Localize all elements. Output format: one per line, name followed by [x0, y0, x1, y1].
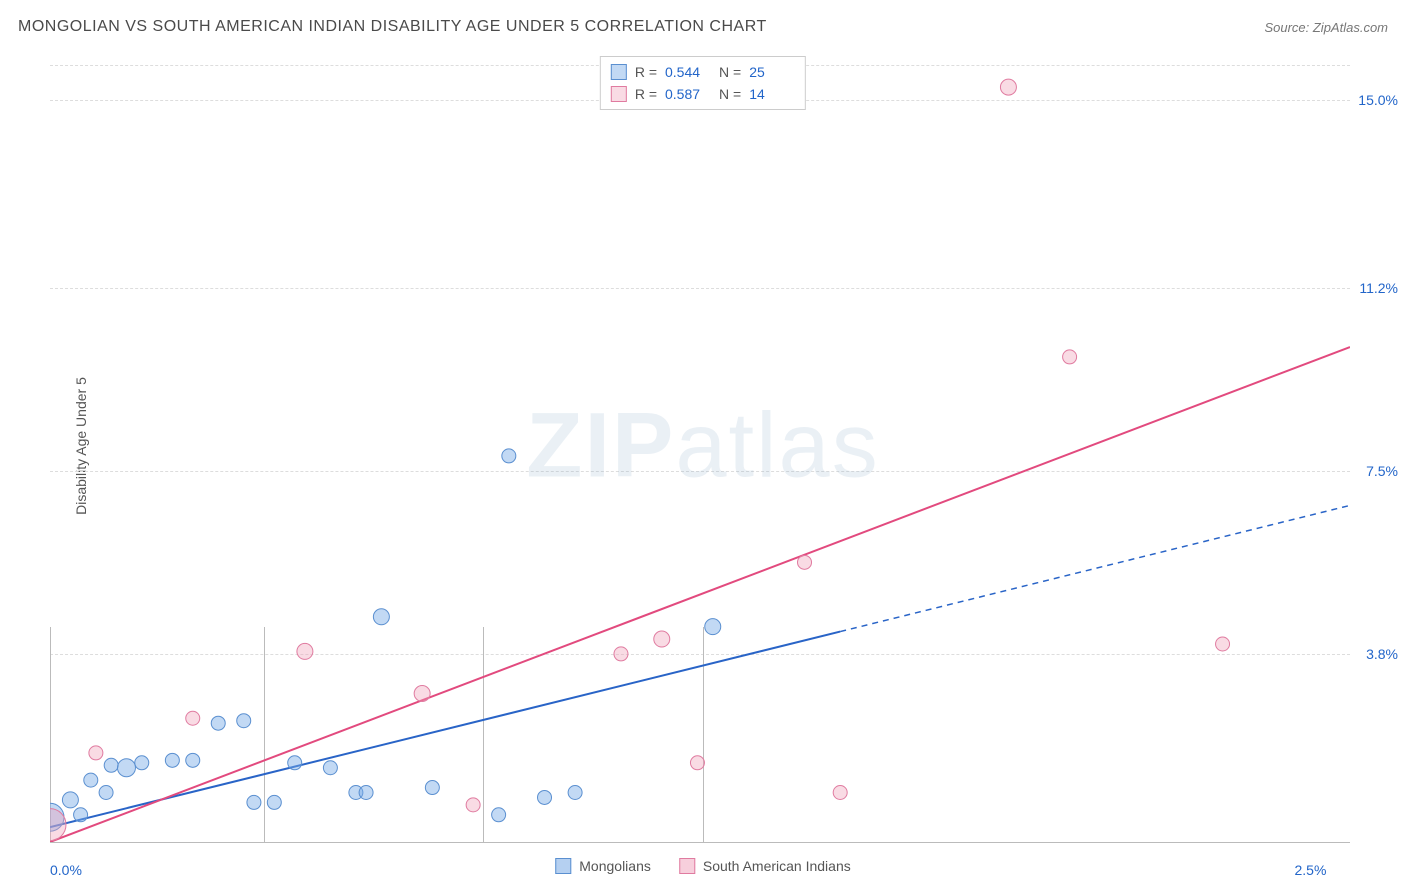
- chart-title: MONGOLIAN VS SOUTH AMERICAN INDIAN DISAB…: [18, 18, 767, 36]
- r-value-blue: 0.544: [665, 61, 711, 83]
- y-tick-label: 3.8%: [1366, 646, 1398, 662]
- chart-header: MONGOLIAN VS SOUTH AMERICAN INDIAN DISAB…: [18, 18, 1388, 36]
- correlation-legend: R = 0.544 N = 25 R = 0.587 N = 14: [600, 56, 806, 110]
- chart-source: Source: ZipAtlas.com: [1264, 20, 1388, 35]
- n-value-blue: 25: [749, 61, 795, 83]
- legend-row-mongolians: R = 0.544 N = 25: [611, 61, 795, 83]
- y-tick-label: 15.0%: [1358, 92, 1398, 108]
- n-value-pink: 14: [749, 83, 795, 105]
- legend-item-sai: South American Indians: [679, 858, 851, 874]
- swatch-pink: [611, 86, 627, 102]
- legend-label: South American Indians: [703, 858, 851, 874]
- scatter-plot: [50, 50, 1350, 842]
- legend-label: Mongolians: [579, 858, 651, 874]
- swatch-pink: [679, 858, 695, 874]
- series-legend: Mongolians South American Indians: [555, 858, 850, 874]
- legend-item-mongolians: Mongolians: [555, 858, 651, 874]
- y-tick-label: 7.5%: [1366, 463, 1398, 479]
- legend-row-sai: R = 0.587 N = 14: [611, 83, 795, 105]
- r-value-pink: 0.587: [665, 83, 711, 105]
- swatch-blue: [611, 64, 627, 80]
- swatch-blue: [555, 858, 571, 874]
- y-tick-label: 11.2%: [1359, 280, 1398, 296]
- x-tick-label: 2.5%: [1295, 862, 1327, 878]
- x-tick-label: 0.0%: [50, 862, 82, 878]
